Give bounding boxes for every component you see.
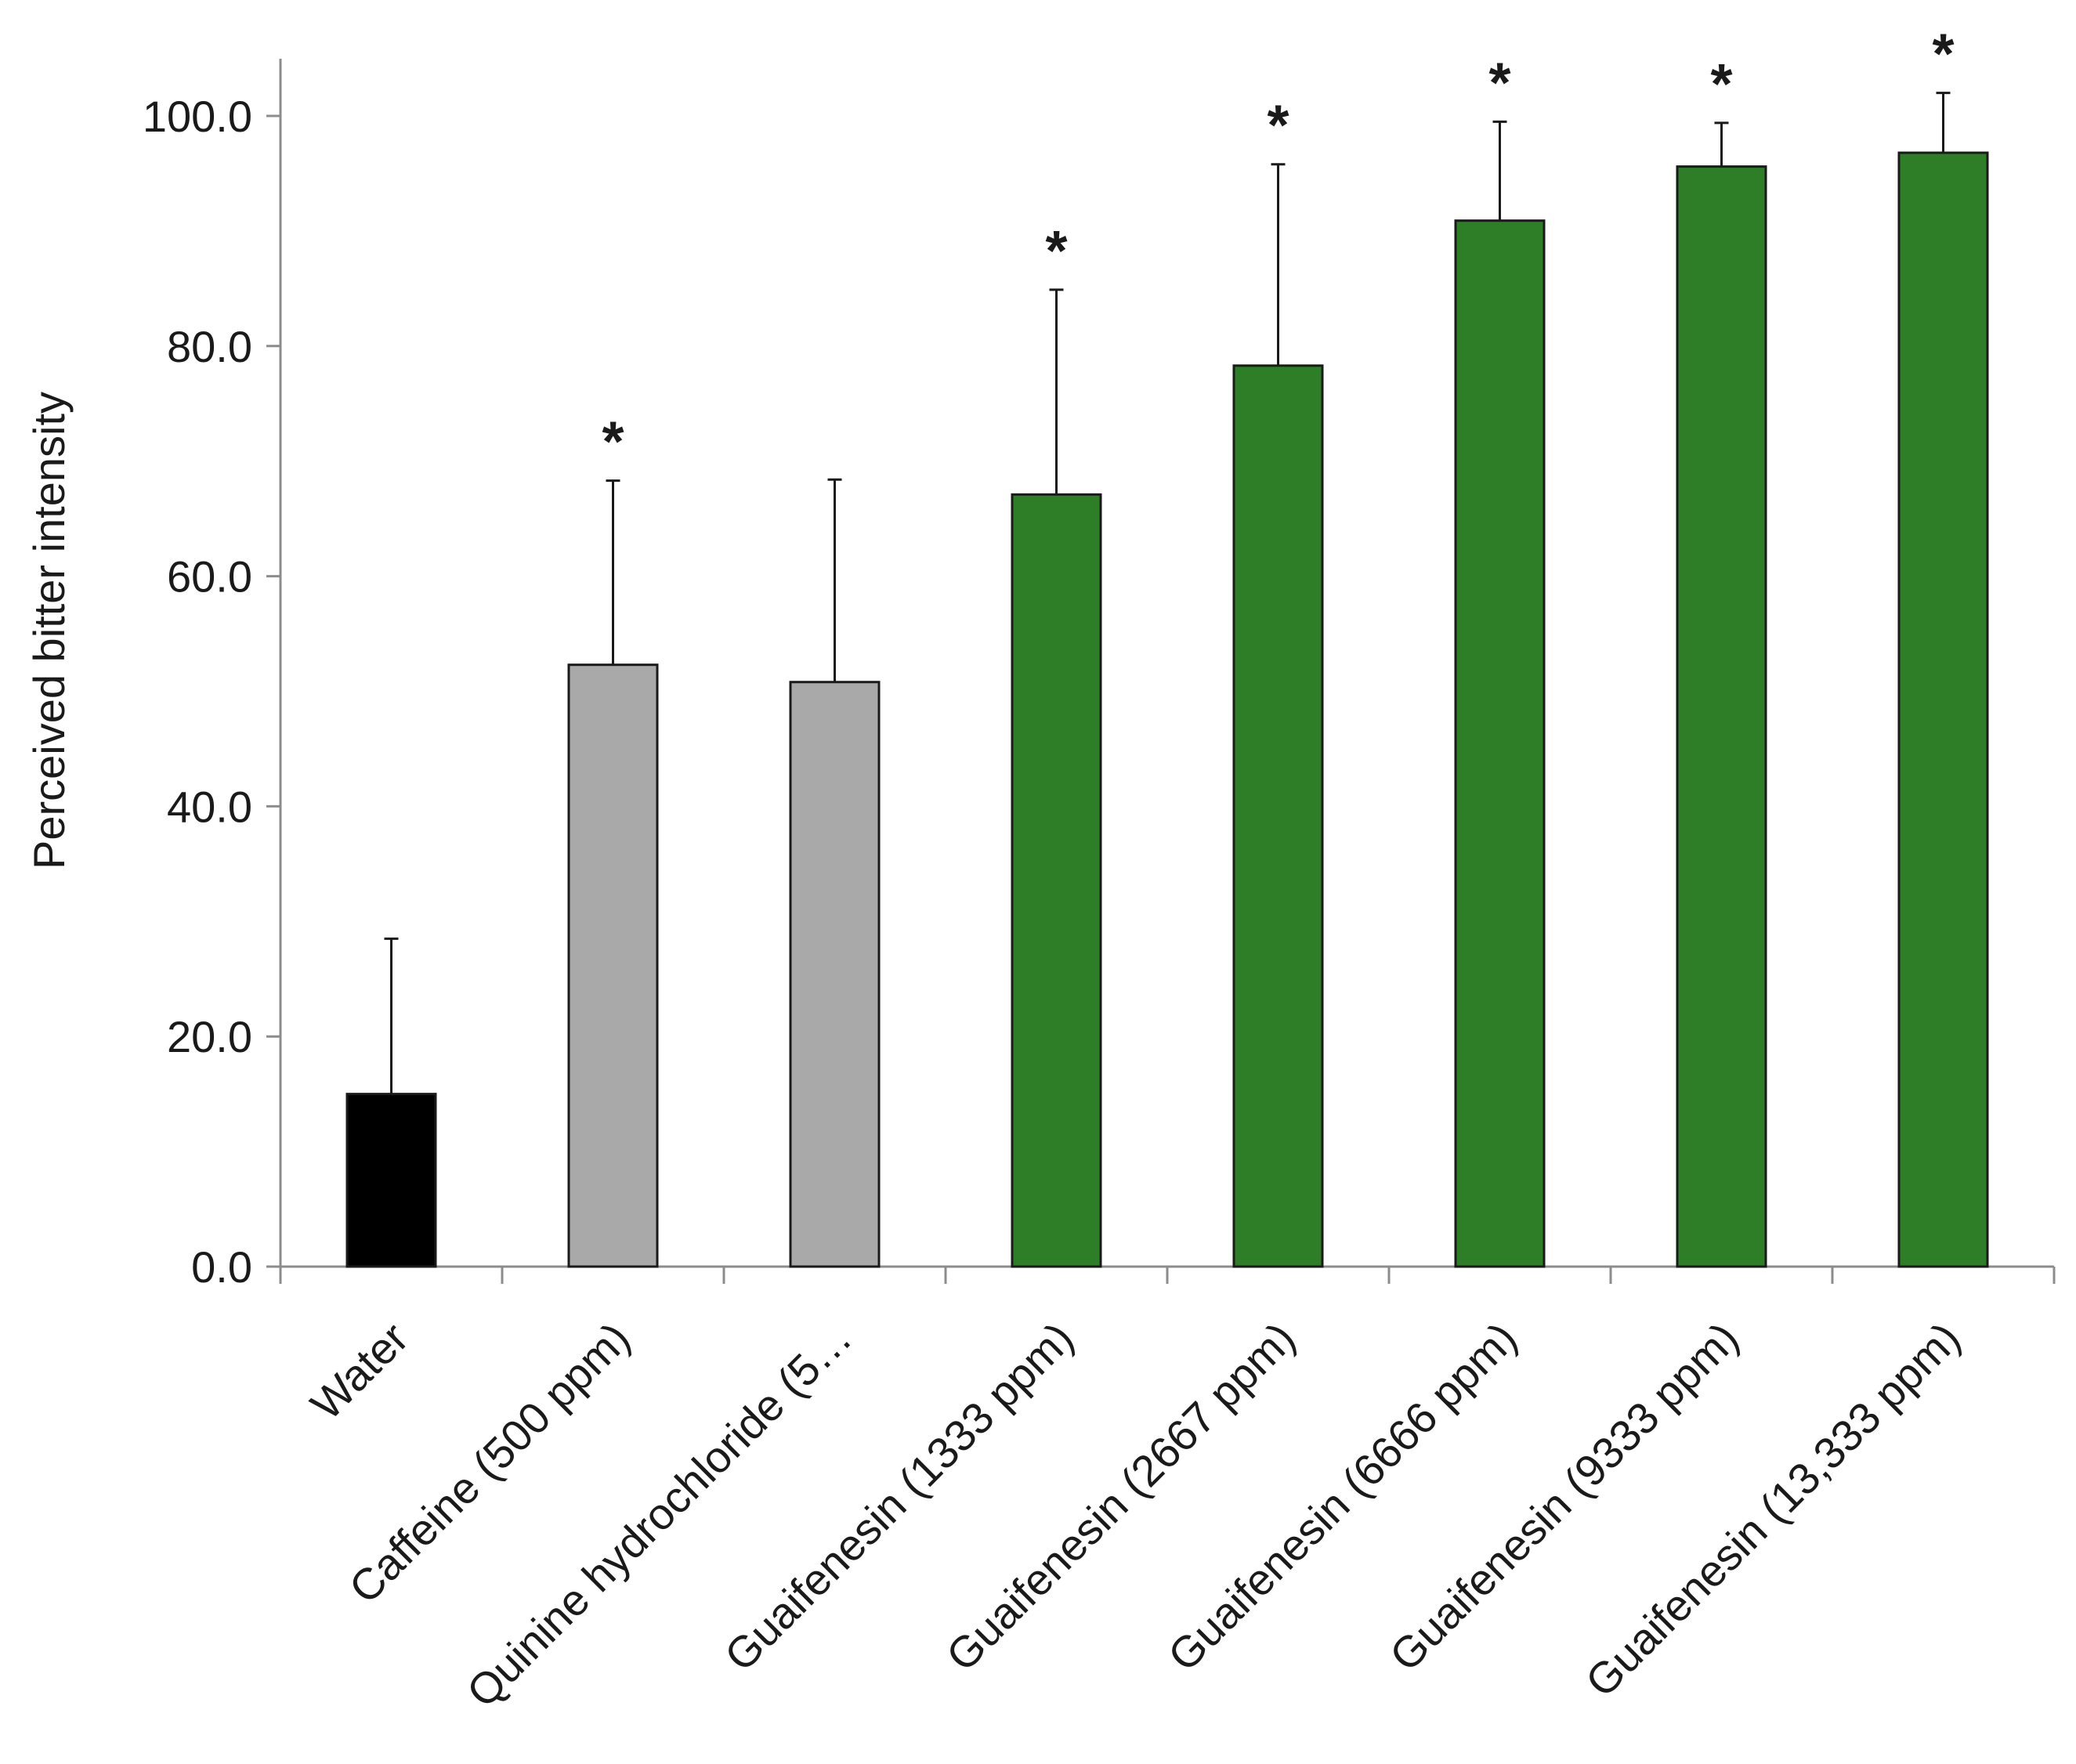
bar (1676, 165, 1767, 1268)
bar (567, 663, 659, 1268)
y-axis-title: Perceived bitter intensity (24, 392, 74, 869)
category-label: Quinine hydrochloride (5… (457, 1313, 861, 1717)
error-bars (384, 92, 1951, 1094)
significance-star: * (1488, 52, 1510, 114)
y-tick-label: 0.0 (191, 1242, 252, 1292)
significance-star: * (1710, 53, 1732, 116)
significance-star: * (1932, 23, 1954, 86)
category-label: Water (301, 1313, 418, 1430)
y-tick-label: 20.0 (167, 1012, 252, 1061)
y-tick-label: 80.0 (167, 322, 252, 371)
bar (1454, 219, 1546, 1268)
significance-star: * (602, 411, 624, 474)
y-tick-label: 60.0 (167, 552, 252, 602)
y-tick-label: 100.0 (143, 92, 252, 141)
significance-star: * (1267, 95, 1289, 157)
bars (345, 151, 1989, 1268)
bar (1011, 493, 1102, 1268)
x-axis (279, 1265, 2056, 1284)
y-axis: 0.0 20.0 40.0 60.0 80.0 100.0 (143, 59, 282, 1292)
significance-star: * (1045, 220, 1067, 283)
category-label: Guaifenesin (13,333 ppm) (1576, 1313, 1969, 1706)
bar (345, 1093, 437, 1268)
bar (1897, 151, 1989, 1268)
bar (789, 681, 881, 1268)
y-tick-label: 40.0 (167, 782, 252, 831)
significance-markers: * * * * * * (602, 23, 1954, 474)
bar (1232, 364, 1324, 1268)
